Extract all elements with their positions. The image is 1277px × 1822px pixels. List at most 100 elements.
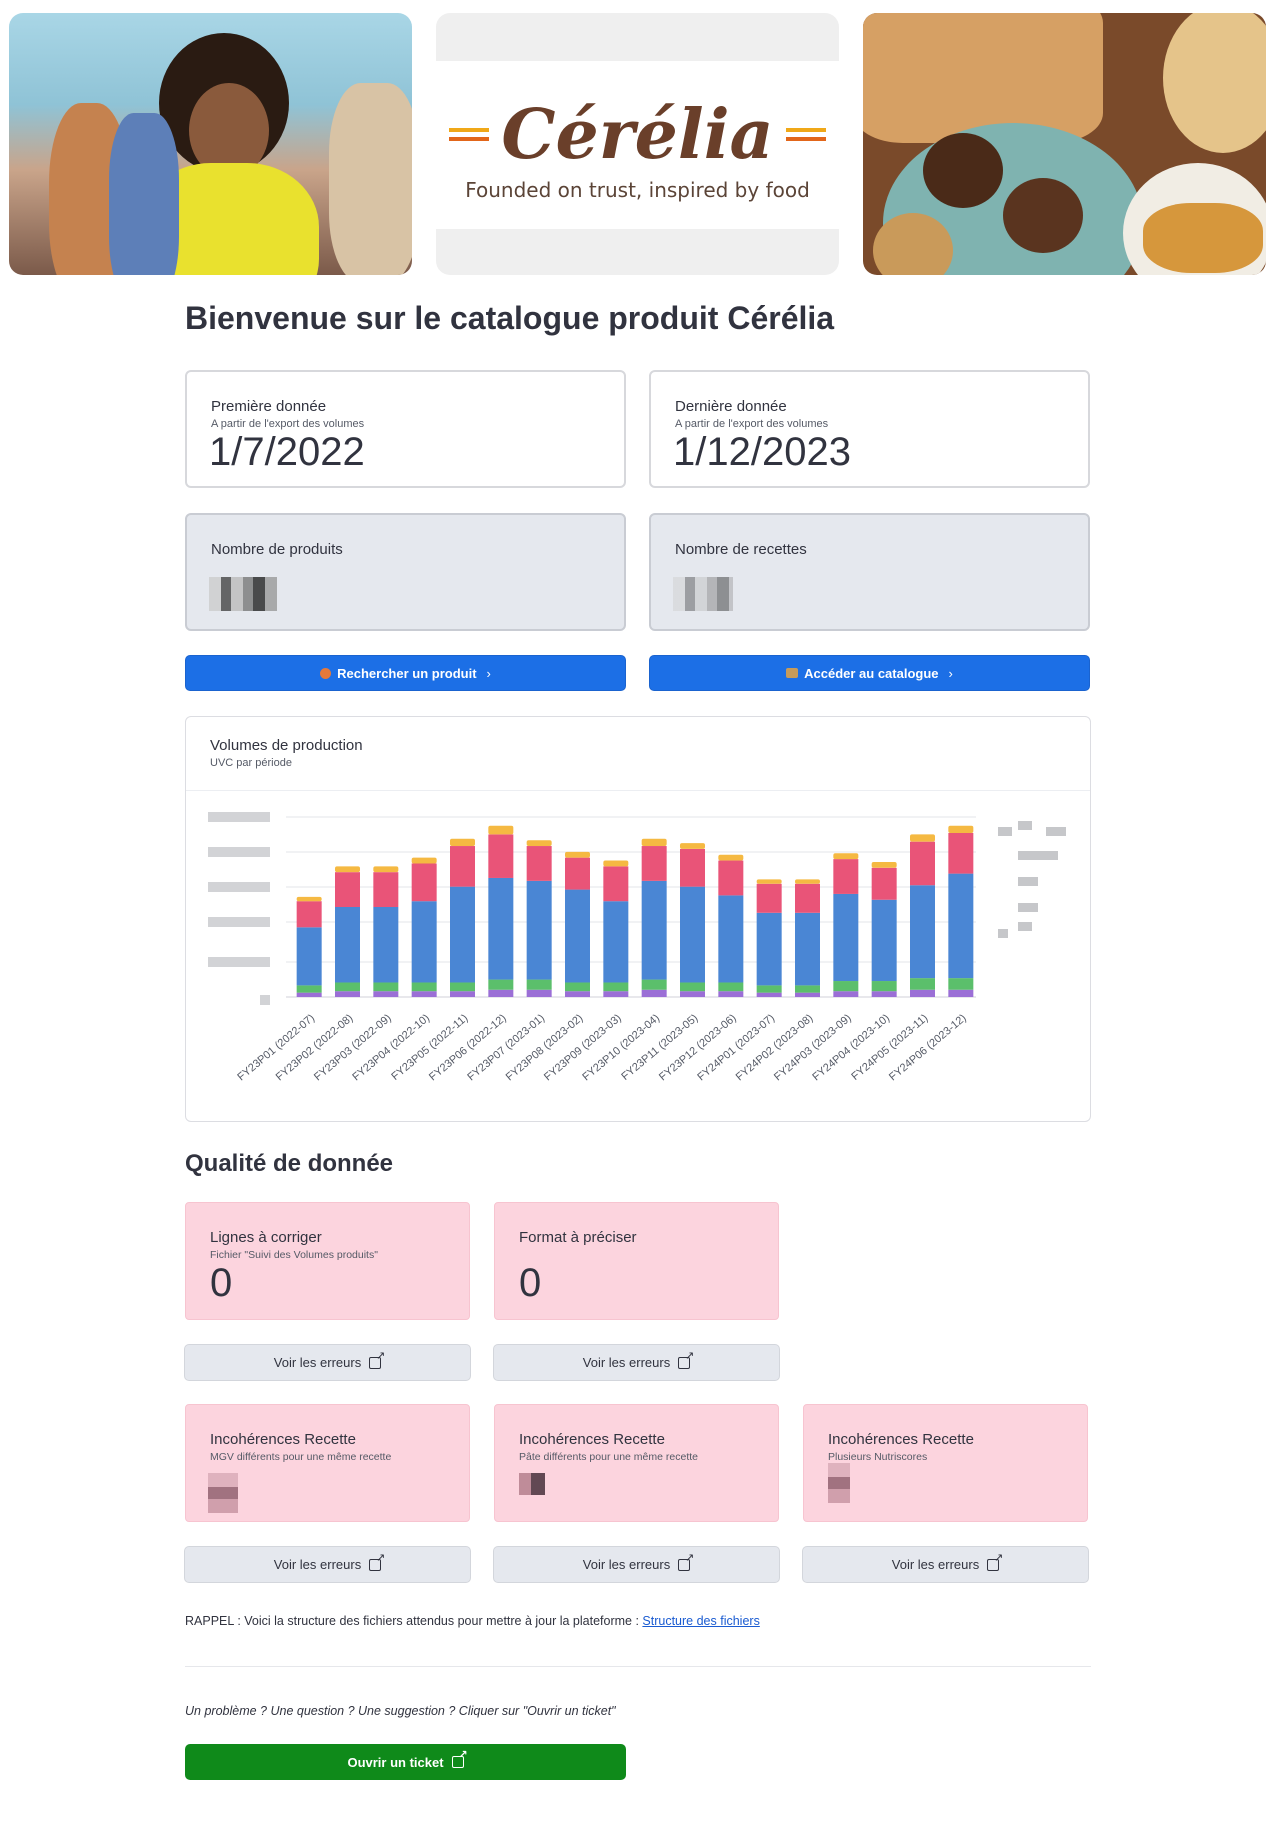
bar-segment[interactable] bbox=[565, 982, 590, 992]
redacted-y-tick bbox=[208, 812, 270, 822]
bar-segment[interactable] bbox=[411, 982, 437, 992]
bar-segment[interactable] bbox=[871, 899, 897, 982]
bar-segment[interactable] bbox=[680, 991, 705, 997]
bar-segment[interactable] bbox=[411, 991, 437, 997]
bar-segment[interactable] bbox=[910, 885, 935, 979]
bar-segment[interactable] bbox=[526, 979, 552, 990]
bar-segment[interactable] bbox=[680, 848, 705, 887]
bar-segment[interactable] bbox=[833, 853, 859, 860]
bar-segment[interactable] bbox=[488, 877, 514, 980]
bar-segment[interactable] bbox=[373, 982, 399, 992]
bar-segment[interactable] bbox=[795, 879, 820, 884]
bar-segment[interactable] bbox=[833, 859, 859, 894]
bar-segment[interactable] bbox=[411, 857, 437, 864]
bar-segment[interactable] bbox=[833, 991, 859, 997]
catalogue-button[interactable]: Accéder au catalogue › bbox=[649, 655, 1090, 691]
bar-segment[interactable] bbox=[488, 989, 514, 997]
bar-segment[interactable] bbox=[833, 981, 859, 992]
bar-segment[interactable] bbox=[488, 834, 514, 878]
bar-segment[interactable] bbox=[335, 872, 360, 907]
bar-segment[interactable] bbox=[526, 840, 552, 847]
bar-segment[interactable] bbox=[603, 982, 629, 992]
bar-segment[interactable] bbox=[948, 989, 974, 997]
bar-segment[interactable] bbox=[680, 886, 705, 983]
bar-segment[interactable] bbox=[411, 863, 437, 902]
bar-segment[interactable] bbox=[871, 981, 897, 992]
bar-segment[interactable] bbox=[488, 825, 514, 835]
open-ticket-button[interactable]: Ouvrir un ticket bbox=[185, 1744, 626, 1780]
bar-segment[interactable] bbox=[526, 989, 552, 997]
bar-segment[interactable] bbox=[641, 880, 667, 980]
bar-segment[interactable] bbox=[948, 832, 974, 874]
bar-segment[interactable] bbox=[948, 978, 974, 990]
bar-segment[interactable] bbox=[910, 841, 935, 886]
bar-segment[interactable] bbox=[603, 901, 629, 983]
bar-segment[interactable] bbox=[296, 992, 322, 997]
bar-segment[interactable] bbox=[680, 843, 705, 849]
bar-segment[interactable] bbox=[871, 862, 897, 868]
bar-segment[interactable] bbox=[526, 880, 552, 980]
bar-segment[interactable] bbox=[680, 982, 705, 992]
bar-segment[interactable] bbox=[450, 982, 475, 992]
bar-segment[interactable] bbox=[296, 896, 322, 902]
bar-segment[interactable] bbox=[565, 991, 590, 997]
bar-segment[interactable] bbox=[641, 838, 667, 847]
bar-segment[interactable] bbox=[948, 825, 974, 833]
bar-segment[interactable] bbox=[335, 907, 360, 983]
bar-segment[interactable] bbox=[641, 979, 667, 990]
bar-segment[interactable] bbox=[373, 907, 399, 983]
bar-segment[interactable] bbox=[795, 912, 820, 986]
view-errors-button-lines[interactable]: Voir les erreurs bbox=[184, 1344, 471, 1381]
bar-segment[interactable] bbox=[296, 985, 322, 993]
bar-segment[interactable] bbox=[756, 879, 782, 884]
bar-segment[interactable] bbox=[871, 867, 897, 900]
view-errors-button-mgv[interactable]: Voir les erreurs bbox=[184, 1546, 471, 1583]
bar-segment[interactable] bbox=[603, 991, 629, 997]
bar-segment[interactable] bbox=[756, 992, 782, 997]
bar-segment[interactable] bbox=[373, 872, 399, 907]
bar-segment[interactable] bbox=[335, 991, 360, 997]
bar-segment[interactable] bbox=[718, 982, 744, 992]
bar-segment[interactable] bbox=[450, 991, 475, 997]
bar-segment[interactable] bbox=[718, 854, 744, 861]
bar-segment[interactable] bbox=[718, 860, 744, 896]
bar-segment[interactable] bbox=[795, 992, 820, 997]
bar-segment[interactable] bbox=[756, 912, 782, 986]
search-product-button[interactable]: Rechercher un produit › bbox=[185, 655, 626, 691]
bar-segment[interactable] bbox=[795, 883, 820, 913]
bar-segment[interactable] bbox=[603, 860, 629, 867]
bar-segment[interactable] bbox=[603, 866, 629, 902]
bar-segment[interactable] bbox=[718, 991, 744, 997]
bar-segment[interactable] bbox=[335, 866, 360, 873]
bar-segment[interactable] bbox=[411, 901, 437, 983]
bar-segment[interactable] bbox=[871, 991, 897, 997]
bar-segment[interactable] bbox=[450, 846, 475, 887]
bar-segment[interactable] bbox=[565, 889, 590, 983]
bar-segment[interactable] bbox=[565, 851, 590, 858]
bar-segment[interactable] bbox=[335, 982, 360, 992]
bar-segment[interactable] bbox=[756, 883, 782, 913]
bar-segment[interactable] bbox=[450, 886, 475, 983]
bar-segment[interactable] bbox=[910, 989, 935, 997]
bar-segment[interactable] bbox=[373, 991, 399, 997]
bar-segment[interactable] bbox=[833, 893, 859, 982]
bar-segment[interactable] bbox=[296, 901, 322, 928]
view-errors-button-pate[interactable]: Voir les erreurs bbox=[493, 1546, 780, 1583]
bar-segment[interactable] bbox=[641, 846, 667, 881]
structure-link[interactable]: Structure des fichiers bbox=[642, 1614, 760, 1628]
bar-segment[interactable] bbox=[756, 985, 782, 993]
bar-segment[interactable] bbox=[526, 846, 552, 881]
bar-segment[interactable] bbox=[641, 989, 667, 997]
bar-segment[interactable] bbox=[910, 978, 935, 990]
bar-segment[interactable] bbox=[450, 838, 475, 847]
view-errors-button-nutriscore[interactable]: Voir les erreurs bbox=[802, 1546, 1089, 1583]
view-errors-button-format[interactable]: Voir les erreurs bbox=[493, 1344, 780, 1381]
bar-segment[interactable] bbox=[373, 866, 399, 873]
bar-segment[interactable] bbox=[795, 985, 820, 993]
bar-segment[interactable] bbox=[296, 927, 322, 986]
bar-segment[interactable] bbox=[910, 834, 935, 842]
bar-segment[interactable] bbox=[565, 857, 590, 890]
bar-segment[interactable] bbox=[488, 979, 514, 990]
bar-segment[interactable] bbox=[948, 873, 974, 979]
bar-segment[interactable] bbox=[718, 895, 744, 983]
